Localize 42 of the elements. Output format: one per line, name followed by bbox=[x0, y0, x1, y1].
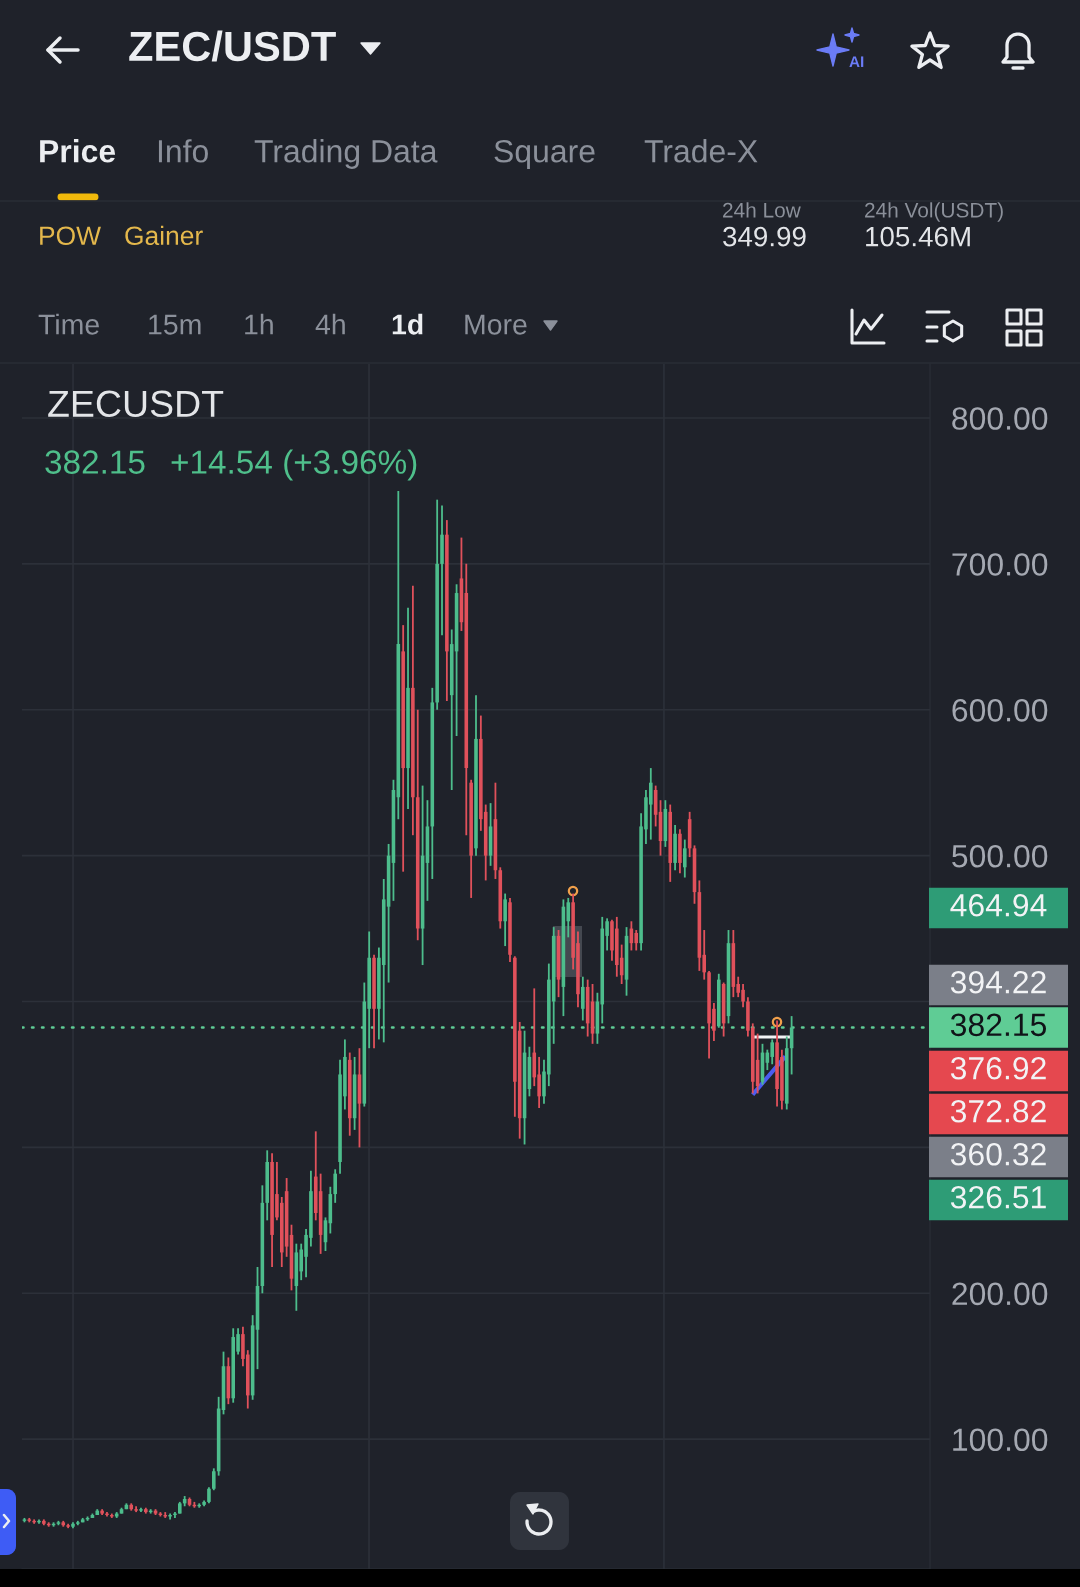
text: More bbox=[465, 314, 527, 335]
text: POW bbox=[40, 226, 101, 246]
candlestick bbox=[503, 892, 507, 947]
y-tick-label: 700.00 bbox=[952, 553, 1048, 576]
candlestick bbox=[682, 838, 687, 879]
text: 349.99 bbox=[723, 226, 806, 247]
y-tick-label: 800.00 bbox=[952, 407, 1048, 430]
y-tick-label: 200.00 bbox=[952, 1282, 1048, 1306]
text: Gainer bbox=[125, 225, 203, 246]
text: Square bbox=[494, 139, 595, 169]
candlestick bbox=[212, 1467, 216, 1492]
text: Trade-X bbox=[644, 139, 758, 163]
text: ZECUSDT bbox=[48, 390, 224, 418]
ref-line-label: 382.15 bbox=[950, 1013, 1047, 1037]
text: Trading Data bbox=[254, 139, 438, 169]
text: 372.82 bbox=[950, 1099, 1046, 1123]
chart-title: ZEC/USDT bbox=[129, 30, 336, 62]
candlestick bbox=[333, 1168, 337, 1204]
text: 24h Vol(USDT) bbox=[865, 202, 1003, 222]
y-tick-label: 500.00 bbox=[952, 844, 1048, 868]
y-tick-label: 600.00 bbox=[952, 699, 1048, 722]
text: Price bbox=[40, 139, 116, 163]
text: 326.51 bbox=[950, 1185, 1046, 1209]
text: AI bbox=[849, 56, 864, 67]
text: 360.32 bbox=[950, 1142, 1046, 1166]
text: 464.94 bbox=[950, 893, 1047, 917]
text: 1h bbox=[245, 313, 273, 335]
text: 1d bbox=[392, 313, 423, 335]
text: 24h Low bbox=[723, 202, 801, 218]
text: 15m bbox=[149, 314, 201, 335]
text: Time bbox=[38, 313, 99, 335]
text: 4h bbox=[315, 313, 345, 335]
text: Info bbox=[158, 139, 208, 163]
text: 394.22 bbox=[950, 970, 1046, 994]
annotation: 382.15 bbox=[45, 450, 145, 474]
text: 105.46M bbox=[866, 226, 970, 247]
candlestick bbox=[581, 975, 585, 1022]
annotation: +14.54 (+3.96%) bbox=[171, 449, 417, 481]
y-tick-label: 100.00 bbox=[953, 1428, 1048, 1452]
candlestick bbox=[634, 929, 639, 952]
text: 376.92 bbox=[950, 1056, 1046, 1080]
candlestick bbox=[770, 1038, 774, 1066]
